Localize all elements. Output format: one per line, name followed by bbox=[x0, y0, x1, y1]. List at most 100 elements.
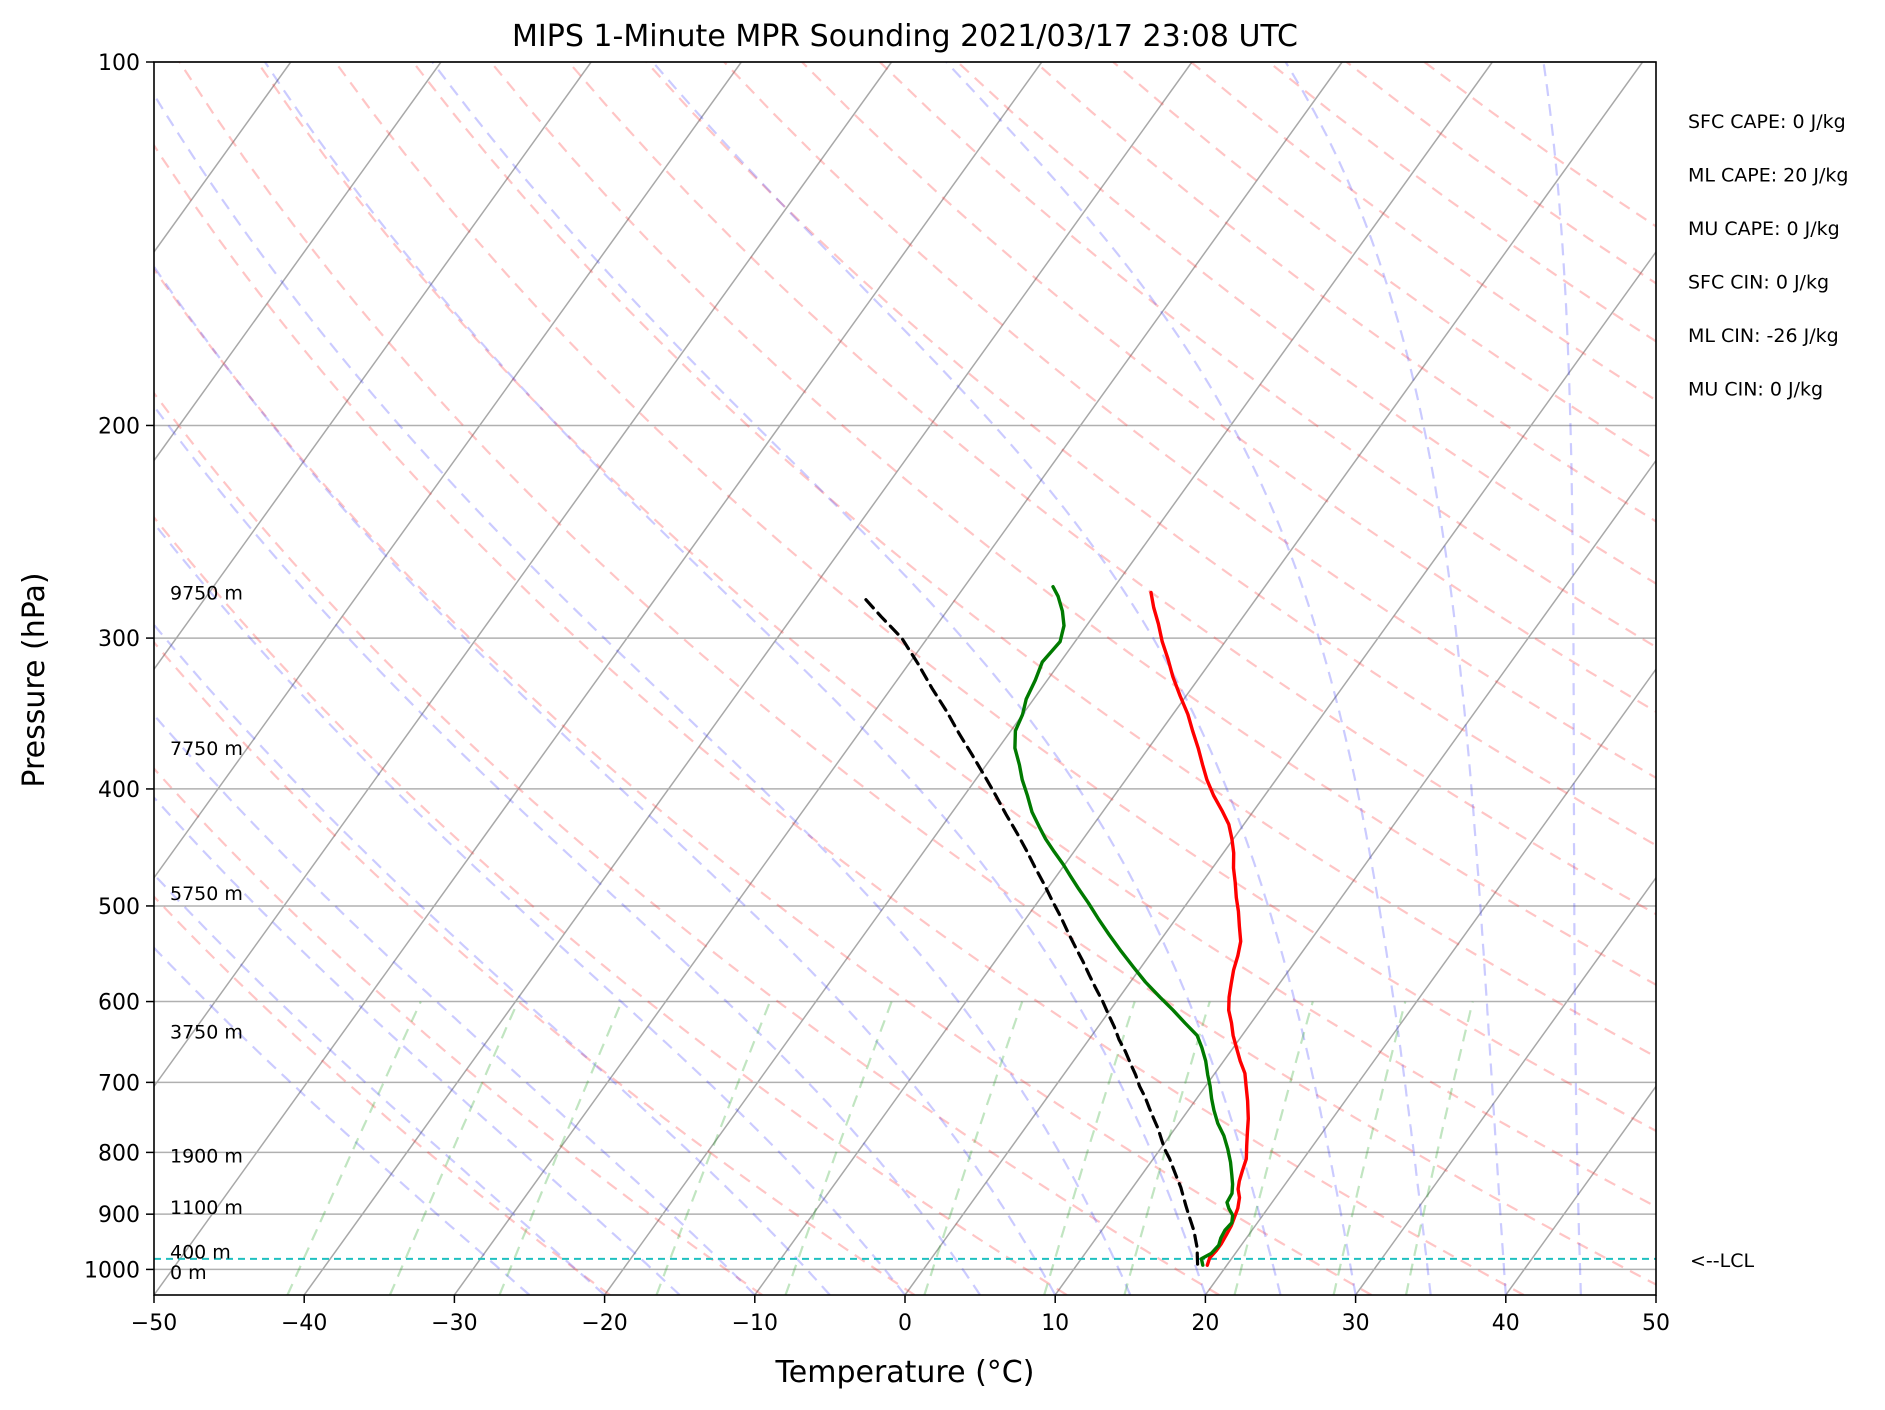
stat-label: MU CIN: 0 J/kg bbox=[1688, 379, 1823, 401]
dry-adiabat-line bbox=[154, 640, 916, 1295]
mixing-ratio-line bbox=[655, 1001, 772, 1295]
moist-adiabat-line bbox=[945, 62, 1432, 1295]
mixing-ratio-line bbox=[1404, 1001, 1474, 1295]
height-label: 5750 m bbox=[170, 883, 243, 905]
dry-adiabat-line bbox=[256, 62, 1656, 1208]
dry-adiabat-line bbox=[412, 62, 1656, 1059]
isotherm-line bbox=[1054, 459, 1656, 1295]
y-tick-label: 500 bbox=[98, 895, 140, 920]
y-axis-label: Pressure (hPa) bbox=[17, 572, 52, 787]
x-tick-label: 0 bbox=[898, 1311, 912, 1336]
x-tick-label: −10 bbox=[732, 1311, 778, 1336]
mixing-ratio-line bbox=[286, 1001, 422, 1295]
stat-label: SFC CAPE: 0 J/kg bbox=[1688, 111, 1846, 133]
mixing-ratio-line bbox=[784, 1001, 893, 1295]
dry-adiabat-line bbox=[489, 62, 1656, 986]
chart-title: MIPS 1-Minute MPR Sounding 2021/03/17 23… bbox=[512, 19, 1298, 54]
height-label: 3750 m bbox=[170, 1021, 243, 1043]
isotherm-line bbox=[154, 62, 1043, 1295]
moist-adiabat-line bbox=[154, 623, 831, 1295]
height-label: 400 m bbox=[170, 1241, 231, 1263]
height-label: 0 m bbox=[170, 1262, 207, 1284]
y-tick-label: 200 bbox=[98, 414, 140, 439]
dry-adiabat-line bbox=[154, 391, 1220, 1295]
x-tick-label: 40 bbox=[1492, 1311, 1520, 1336]
moist-adiabat-line bbox=[431, 62, 1282, 1295]
isotherm-line bbox=[453, 62, 1343, 1295]
x-tick-label: 50 bbox=[1642, 1311, 1670, 1336]
profile-series-2 bbox=[1013, 585, 1235, 1267]
mixing-ratio-line bbox=[1043, 1001, 1136, 1295]
x-tick-label: −50 bbox=[131, 1311, 177, 1336]
stat-label: ML CAPE: 20 J/kg bbox=[1688, 165, 1848, 187]
mixing-ratio-line bbox=[498, 1001, 623, 1295]
isotherm-line bbox=[154, 62, 442, 462]
dry-adiabat-line bbox=[567, 62, 1656, 916]
moist-adiabat-line bbox=[154, 264, 1057, 1295]
y-tick-label: 600 bbox=[98, 991, 140, 1016]
moist-adiabat-line bbox=[1542, 62, 1582, 1295]
dry-adiabat-line bbox=[1190, 62, 1656, 402]
moist-adiabat-line bbox=[651, 62, 1357, 1295]
stat-label: MU CAPE: 0 J/kg bbox=[1688, 218, 1840, 240]
x-axis-label: Temperature (°C) bbox=[775, 1355, 1035, 1390]
x-tick-label: −40 bbox=[281, 1311, 327, 1336]
isotherm-line bbox=[603, 62, 1493, 1295]
isotherm-line bbox=[1354, 876, 1656, 1295]
profile-series-3 bbox=[862, 596, 1200, 1266]
isotherm-line bbox=[1505, 1085, 1656, 1295]
isotherm-line bbox=[154, 62, 742, 880]
x-tick-label: 20 bbox=[1191, 1311, 1219, 1336]
moist-adiabat-line bbox=[154, 404, 982, 1295]
x-tick-label: 10 bbox=[1041, 1311, 1069, 1336]
height-label: 9750 m bbox=[170, 582, 243, 604]
moist-adiabat-line bbox=[154, 92, 1132, 1295]
lcl-label: <--LCL bbox=[1690, 1250, 1754, 1272]
profile-series-1 bbox=[1149, 590, 1250, 1267]
x-tick-label: 30 bbox=[1342, 1311, 1370, 1336]
moist-adiabat-line bbox=[154, 795, 681, 1295]
isotherm-line bbox=[1806, 62, 1885, 1295]
stat-label: SFC CIN: 0 J/kg bbox=[1688, 272, 1829, 294]
dry-adiabat-line bbox=[154, 895, 611, 1295]
y-tick-label: 400 bbox=[98, 778, 140, 803]
dry-adiabat-line bbox=[154, 143, 1525, 1295]
y-tick-label: 900 bbox=[98, 1203, 140, 1228]
dry-adiabat-line bbox=[154, 767, 763, 1295]
mixing-ratio-line bbox=[1123, 1001, 1211, 1295]
dry-adiabat-line bbox=[154, 267, 1373, 1295]
isotherm-line bbox=[154, 62, 893, 1088]
dry-adiabat-line bbox=[1034, 62, 1656, 523]
y-tick-label: 700 bbox=[98, 1071, 140, 1096]
mixing-ratio-line bbox=[388, 1001, 520, 1295]
moist-adiabat-line bbox=[264, 62, 1207, 1295]
x-tick-label: −20 bbox=[581, 1311, 627, 1336]
y-tick-label: 100 bbox=[98, 51, 140, 76]
x-tick-label: −30 bbox=[431, 1311, 477, 1336]
y-tick-label: 300 bbox=[98, 627, 140, 652]
mixing-ratio-line bbox=[923, 1001, 1024, 1295]
isotherm-line bbox=[904, 250, 1656, 1295]
dry-adiabat-line bbox=[879, 62, 1656, 649]
y-tick-label: 1000 bbox=[84, 1258, 140, 1283]
height-label: 1900 m bbox=[170, 1146, 243, 1168]
moist-adiabat-line bbox=[1284, 62, 1507, 1295]
isotherm-line bbox=[1655, 1293, 1656, 1295]
dry-adiabat-line bbox=[178, 62, 1656, 1286]
moist-adiabat-line bbox=[154, 872, 606, 1295]
y-tick-label: 800 bbox=[98, 1141, 140, 1166]
mixing-ratio-line bbox=[1332, 1001, 1407, 1295]
isotherm-line bbox=[303, 62, 1193, 1295]
isotherm-line bbox=[1204, 667, 1656, 1295]
isotherm-line bbox=[754, 62, 1644, 1295]
moist-adiabat-line bbox=[154, 946, 531, 1295]
height-label: 7750 m bbox=[170, 738, 243, 760]
moist-adiabat-line bbox=[154, 713, 756, 1295]
dry-adiabat-line bbox=[956, 62, 1656, 585]
dry-adiabat-line bbox=[154, 515, 1068, 1295]
dry-adiabat-line bbox=[645, 62, 1656, 847]
dry-adiabat-line bbox=[334, 62, 1656, 1133]
stat-label: ML CIN: -26 J/kg bbox=[1688, 325, 1839, 347]
